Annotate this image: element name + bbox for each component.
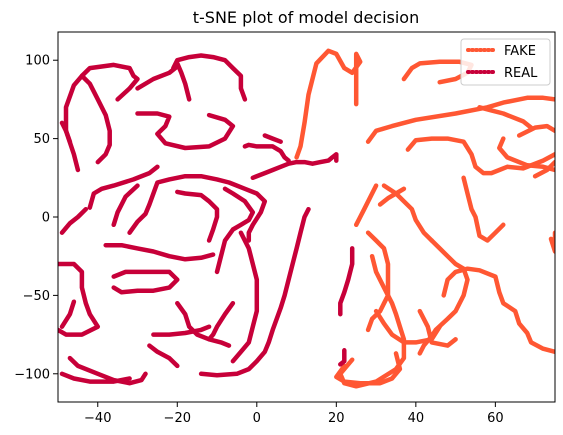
point-cluster-fake: [334, 351, 403, 386]
point-cluster-real: [59, 299, 77, 329]
series-real: [58, 53, 355, 386]
x-tick-label: 60: [487, 411, 504, 426]
point-cluster-real: [214, 186, 256, 275]
point-cluster-real: [147, 343, 180, 369]
point-cluster-fake: [405, 136, 555, 176]
point-cluster-fake: [417, 308, 458, 348]
legend: FAKE REAL: [460, 38, 551, 86]
x-tick-label: 0: [253, 411, 261, 426]
point-cluster-real: [242, 142, 291, 163]
point-cluster-fake: [401, 59, 474, 85]
point-cluster-real: [151, 324, 212, 337]
point-cluster-real: [171, 53, 248, 102]
x-axis: −40 −20 0 20 40 60: [84, 402, 504, 426]
point-cluster-real: [59, 371, 132, 384]
y-tick-label: −50: [23, 289, 50, 304]
point-cluster-real: [79, 73, 112, 165]
y-tick-label: −100: [14, 367, 50, 382]
point-cluster-fake: [461, 175, 506, 243]
point-cluster-real: [206, 300, 236, 342]
legend-label-fake: FAKE: [504, 44, 536, 59]
x-tick-label: −40: [84, 411, 111, 426]
point-cluster-fake: [377, 186, 407, 207]
point-cluster-real: [230, 230, 260, 364]
point-cluster-fake: [373, 308, 442, 345]
y-tick-label: 50: [33, 132, 50, 147]
series-fake: [294, 48, 555, 389]
point-cluster-real: [250, 152, 339, 181]
point-cluster-real: [262, 133, 283, 144]
point-cluster-real: [175, 189, 220, 243]
point-cluster-fake: [294, 48, 363, 160]
point-cluster-real: [198, 206, 311, 378]
point-cluster-fake: [548, 230, 555, 254]
x-tick-label: 40: [408, 411, 425, 426]
point-cluster-fake: [532, 159, 555, 179]
point-cluster-fake: [353, 183, 379, 228]
chart-title: t-SNE plot of model decision: [193, 8, 419, 27]
point-cluster-real: [58, 261, 101, 337]
point-cluster-real: [111, 183, 140, 228]
point-cluster-fake: [497, 136, 555, 173]
point-cluster-real: [59, 120, 73, 144]
legend-label-real: REAL: [504, 66, 538, 81]
point-cluster-real: [127, 173, 268, 243]
point-cluster-real: [111, 269, 180, 295]
x-tick-label: 20: [328, 411, 345, 426]
point-cluster-real: [135, 64, 180, 91]
y-tick-label: 100: [25, 54, 50, 69]
point-cluster-fake: [365, 95, 555, 144]
point-cluster-fake: [516, 123, 555, 138]
point-cluster-fake: [365, 230, 391, 333]
x-tick-label: −20: [164, 411, 191, 426]
point-cluster-fake: [441, 266, 555, 355]
point-cluster-real: [175, 61, 192, 102]
point-cluster-real: [338, 246, 355, 317]
point-cluster-real: [87, 164, 160, 210]
y-axis: −100 −50 0 50 100: [14, 54, 58, 382]
y-tick-label: 0: [42, 211, 50, 226]
point-cluster-real: [175, 300, 232, 348]
point-cluster-real: [59, 206, 89, 235]
point-cluster-fake: [477, 105, 534, 130]
point-cluster-real: [338, 348, 347, 367]
point-cluster-real: [103, 242, 216, 262]
point-cluster-real: [135, 111, 236, 151]
data-marks: [58, 48, 555, 389]
